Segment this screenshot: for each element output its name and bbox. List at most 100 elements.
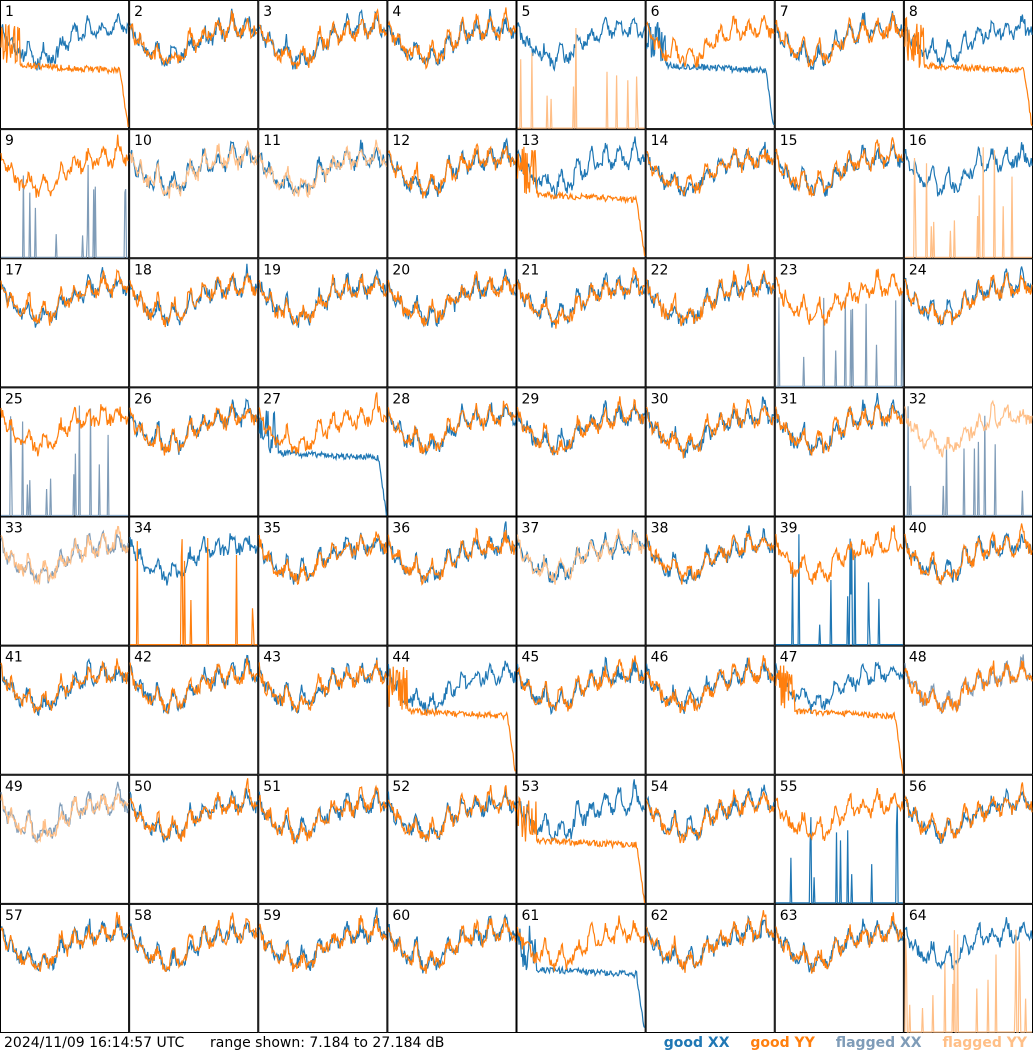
panel-label: 31 — [780, 391, 798, 407]
series-xx — [904, 266, 1033, 327]
series-yy — [516, 146, 646, 257]
panel-label: 23 — [780, 262, 798, 278]
panel-frame — [774, 0, 904, 130]
series-yy — [387, 271, 517, 328]
panel-label: 1 — [5, 4, 14, 20]
panel-label: 50 — [134, 779, 152, 795]
panel-frame — [645, 0, 775, 130]
panel-frame — [129, 387, 259, 517]
panel-45: 45 — [516, 645, 646, 775]
panel-23: 23 — [774, 258, 904, 388]
panel-label: 54 — [651, 779, 669, 795]
series-yy — [775, 403, 904, 457]
series-xx — [775, 661, 904, 714]
panel-42: 42 — [129, 645, 259, 775]
series-yy — [0, 793, 129, 844]
panel-label: 5 — [522, 4, 531, 20]
series-yy — [129, 657, 258, 715]
series-yy — [516, 915, 646, 972]
series-xx — [517, 779, 645, 842]
panel-label: 17 — [5, 262, 23, 278]
series-yy — [0, 268, 129, 326]
panel-64: 64 — [903, 903, 1033, 1033]
series-xx — [0, 918, 129, 972]
panel-label: 21 — [522, 262, 540, 278]
panel-frame — [387, 387, 517, 517]
series-yy — [775, 665, 904, 774]
series-yy — [387, 666, 517, 772]
series-xx — [904, 406, 1032, 517]
legend-flagged-yy: flagged YY — [942, 1035, 1027, 1051]
series-xx — [646, 396, 775, 458]
panel-43: 43 — [258, 645, 388, 775]
panel-label: 10 — [134, 133, 152, 149]
panel-28: 28 — [387, 387, 517, 517]
panel-frame — [129, 129, 259, 259]
panel-5: 5 — [516, 0, 646, 130]
panel-frame — [258, 258, 388, 388]
panel-frame — [0, 645, 130, 775]
panel-label: 15 — [780, 133, 798, 149]
panel-56: 56 — [903, 774, 1033, 904]
panel-17: 17 — [0, 258, 130, 388]
panel-59: 59 — [258, 903, 388, 1033]
series-yy — [387, 400, 517, 455]
series-yy — [646, 789, 775, 844]
panel-label: 25 — [5, 391, 23, 407]
panel-52: 52 — [387, 774, 517, 904]
panel-frame — [387, 516, 517, 646]
panel-61: 61 — [516, 903, 646, 1033]
panel-label: 59 — [263, 908, 281, 924]
panel-25: 25 — [0, 387, 130, 517]
series-yy — [258, 659, 387, 713]
legend-flagged-xx: flagged XX — [835, 1035, 922, 1051]
panel-15: 15 — [774, 129, 904, 259]
panel-35: 35 — [258, 516, 388, 646]
panel-frame — [516, 0, 646, 130]
panel-40: 40 — [903, 516, 1033, 646]
panel-label: 64 — [909, 908, 927, 924]
panel-label: 11 — [263, 133, 281, 149]
panel-label: 22 — [651, 262, 669, 278]
panel-label: 24 — [909, 262, 927, 278]
panel-49: 49 — [0, 774, 130, 904]
panel-frame — [387, 774, 517, 904]
panel-frame — [387, 258, 517, 388]
series-yy — [775, 137, 904, 198]
panel-frame — [516, 903, 646, 1033]
panel-frame — [0, 516, 130, 646]
series-yy — [0, 911, 129, 972]
series-xx — [1, 12, 129, 71]
panel-frame — [516, 516, 646, 646]
panel-frame — [258, 0, 388, 130]
panel-41: 41 — [0, 645, 130, 775]
series-yy — [0, 658, 129, 714]
panel-frame — [0, 129, 130, 259]
series-xx — [516, 136, 646, 200]
series-yy — [646, 655, 775, 714]
footer: 2024/11/09 16:14:57 UTC range shown: 7.1… — [0, 1033, 1033, 1053]
panel-label: 40 — [909, 521, 927, 537]
panel-33: 33 — [0, 516, 130, 646]
panel-1: 1 — [0, 0, 130, 130]
panel-57: 57 — [0, 903, 130, 1033]
panel-39: 39 — [774, 516, 904, 646]
panel-label: 12 — [392, 133, 410, 149]
panel-frame — [258, 903, 388, 1033]
legend-good-xx: good XX — [663, 1035, 730, 1051]
panel-frame — [903, 258, 1033, 388]
panel-label: 42 — [134, 650, 152, 666]
series-xx — [1, 164, 129, 258]
panel-label: 58 — [134, 908, 152, 924]
series-xx — [904, 14, 1033, 66]
series-xx — [129, 140, 258, 197]
series-yy — [516, 795, 646, 903]
panel-frame — [258, 516, 388, 646]
panel-label: 19 — [263, 262, 281, 278]
panel-34: 34 — [129, 516, 259, 646]
panel-29: 29 — [516, 387, 646, 517]
panel-label: 47 — [780, 650, 798, 666]
panel-13: 13 — [516, 129, 646, 259]
series-yy — [516, 267, 646, 329]
panel-label: 33 — [5, 521, 23, 537]
